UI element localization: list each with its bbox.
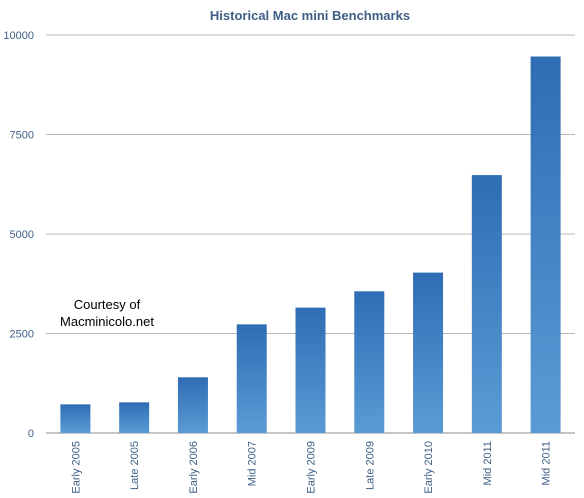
bar (295, 307, 326, 433)
x-tick-label: Late 2009 (364, 441, 376, 490)
bar (119, 402, 150, 433)
bar (471, 175, 502, 433)
bar (236, 324, 267, 433)
bar (530, 56, 561, 433)
x-tick-label: Early 2009 (306, 441, 318, 494)
annotation-line-2: Macminicolo.net (60, 314, 154, 329)
x-tick-label: Mid 2007 (247, 441, 259, 486)
y-axis-ticks: 0 2500 5000 7500 10000 (3, 30, 34, 440)
y-tick-label: 2500 (10, 329, 34, 341)
x-tick-label: Early 2010 (423, 441, 435, 494)
bars (60, 56, 561, 433)
annotation-line-1: Courtesy of (74, 297, 141, 312)
x-tick-label: Early 2006 (188, 441, 200, 494)
y-tick-label: 5000 (10, 229, 34, 241)
x-tick-label: Mid 2011 (482, 441, 494, 485)
y-tick-label: 10000 (3, 30, 34, 42)
x-tick-label: Late 2005 (129, 441, 141, 490)
x-axis-labels: Early 2005 Late 2005 Early 2006 Mid 2007 Ear… (70, 441, 552, 494)
x-tick-label: Early 2005 (70, 441, 82, 494)
bar (60, 404, 91, 433)
bar (354, 291, 385, 433)
x-tick-label: Mid 2011 (541, 441, 553, 485)
y-tick-label: 7500 (10, 130, 34, 142)
bar (177, 377, 208, 433)
y-tick-label: 0 (28, 428, 34, 440)
chart-title: Historical Mac mini Benchmarks (210, 8, 410, 23)
bar (413, 272, 444, 433)
